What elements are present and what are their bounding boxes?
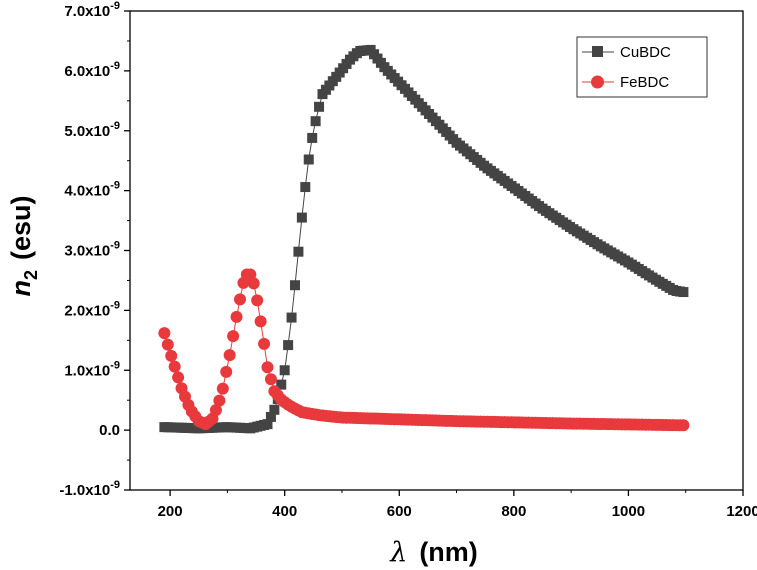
x-tick-label: 1200 [726,503,757,520]
data-point-cubdc [310,116,321,127]
y-tick-label: 0.0 [99,422,120,439]
data-point-cubdc [307,132,318,143]
data-point-cubdc [269,404,280,415]
data-point-febdc [251,294,264,307]
legend-label-cubdc: CuBDC [620,44,671,61]
data-point-febdc [165,349,178,362]
y-tick-label: 5.0x10-9 [64,120,120,140]
data-point-febdc [220,365,233,378]
series-cubdc [159,44,689,434]
data-point-febdc [230,310,243,323]
legend-label-febdc: FeBDC [620,74,669,91]
y-axis-subscript: 2 [21,270,41,280]
x-tick-label: 200 [158,503,183,520]
data-point-febdc [258,337,271,350]
series-febdc [158,268,690,432]
y-axis-unit: (esu) [6,195,36,260]
data-point-febdc [223,349,236,362]
data-point-febdc [233,293,246,306]
data-point-febdc [254,315,267,328]
data-point-cubdc [314,101,325,112]
y-tick-label: -1.0x10-9 [59,479,120,499]
x-tick-label: 400 [272,503,297,520]
data-point-febdc [172,371,185,384]
y-axis: -1.0x10-9 0.0 1.0x10-9 2.0x10-9 3.0x10-9 4.0x… [59,0,130,499]
x-axis-unit: (nm) [419,537,477,567]
x-axis-title: λ (nm) [389,537,478,568]
y-tick-label: 6.0x10-9 [64,60,120,80]
y-tick-label: 4.0x10-9 [64,180,120,200]
data-point-cubdc [289,280,300,291]
x-tick-label: 800 [501,503,526,520]
data-point-cubdc [276,379,287,390]
y-tick-label: 2.0x10-9 [64,299,120,319]
data-point-cubdc [262,419,273,430]
data-point-cubdc [265,411,276,422]
data-point-febdc [158,327,171,340]
data-point-febdc [261,361,274,374]
y-tick-label: 3.0x10-9 [64,240,120,260]
data-point-febdc [213,394,226,407]
data-point-febdc [264,373,277,386]
data-point-cubdc [293,246,304,257]
data-point-febdc [247,277,260,290]
data-point-cubdc [678,287,689,298]
x-tick-label: 600 [387,503,412,520]
x-axis: 200 400 600 800 1000 1200 [158,490,757,520]
legend: CuBDC FeBDC [576,36,708,98]
y-axis-symbol: n [6,280,36,297]
data-point-febdc [216,382,229,395]
data-point-cubdc [279,365,290,376]
data-point-febdc [209,404,222,417]
legend-marker-cubdc [592,46,603,57]
data-point-febdc [227,330,240,343]
x-axis-symbol: λ [389,537,407,568]
y-tick-label: 7.0x10-9 [64,0,120,20]
data-point-febdc [168,360,181,373]
data-point-cubdc [300,182,311,193]
data-point-cubdc [286,312,297,323]
legend-marker-febdc [591,75,604,89]
y-tick-label: 1.0x10-9 [64,359,120,379]
data-point-cubdc [283,340,294,351]
data-point-cubdc [296,212,307,223]
data-point-febdc [677,419,690,432]
series-layer [158,44,690,434]
y-axis-title: n2 (esu) [6,195,41,296]
x-tick-label: 1000 [612,503,645,520]
data-point-cubdc [303,154,314,165]
data-point-febdc [161,338,174,351]
